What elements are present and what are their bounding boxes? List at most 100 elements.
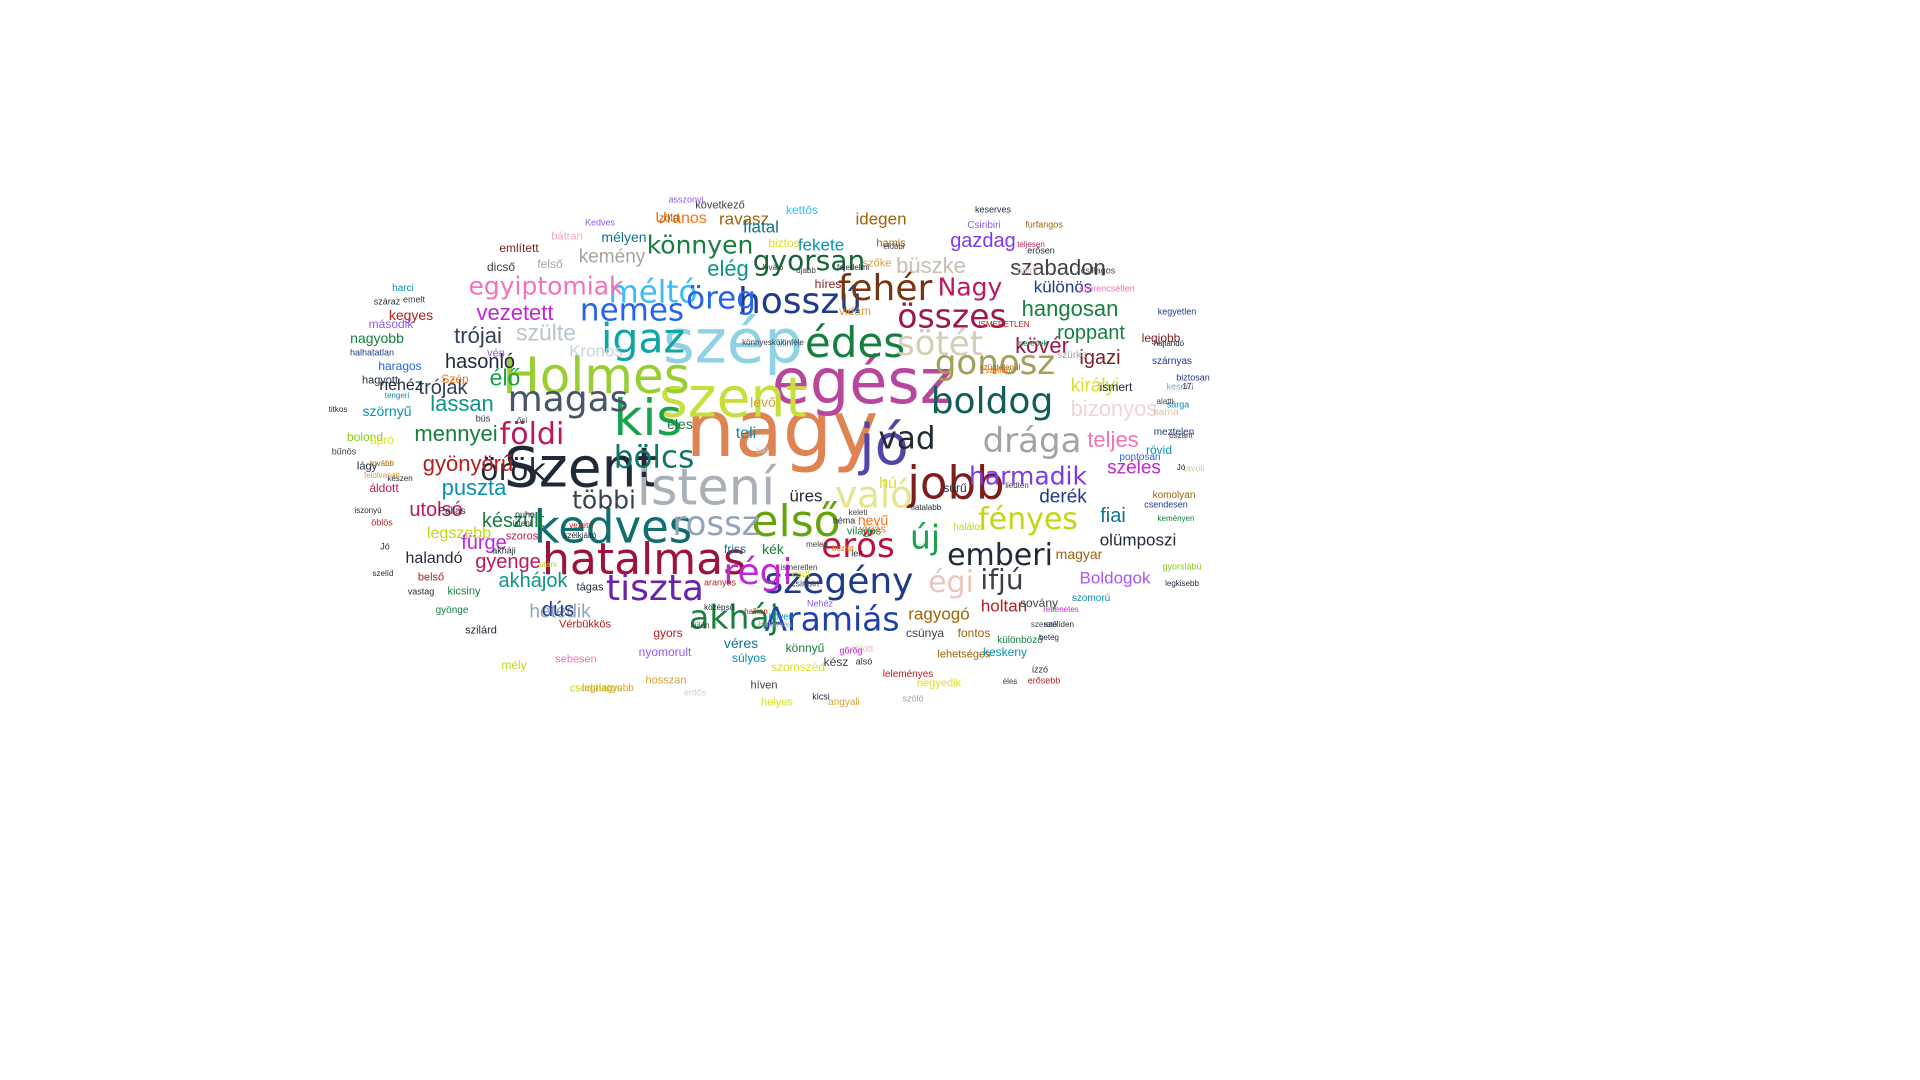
word-sulyos-114: súlyos bbox=[731, 651, 767, 665]
word-nyomorult-118: nyomorult bbox=[638, 645, 692, 659]
word-aldott-159: áldott bbox=[369, 481, 399, 495]
word-ravasz-86: ravasz bbox=[718, 209, 770, 229]
word-eros-24: erős bbox=[821, 526, 895, 566]
word-oszant-258: ószánt bbox=[1169, 431, 1193, 440]
word-kegyetlen-136: kegyetlen bbox=[1157, 306, 1197, 317]
word-csuf-209: csúf bbox=[791, 569, 811, 580]
word-bolond-105: bolond bbox=[346, 430, 384, 444]
word-melto-29: méltó bbox=[608, 274, 698, 311]
word-nevu-111: nevű bbox=[857, 512, 889, 528]
word-akhaj-33: akháj bbox=[689, 597, 779, 637]
word-szep-153: Szép bbox=[441, 372, 469, 386]
word-osi-236: ősi bbox=[516, 416, 528, 425]
word-nema-251: néma bbox=[832, 515, 856, 526]
word-lagy-158: lágy bbox=[356, 460, 378, 473]
word-nagy-0: nagy bbox=[685, 385, 879, 475]
word-feher-17: fehér bbox=[837, 268, 933, 309]
word-sebesen-170: sebesen bbox=[555, 653, 597, 666]
word-hasonlo-65: hasonló bbox=[444, 351, 516, 373]
word-liedten-261: liedten bbox=[1005, 481, 1029, 490]
word-szurke-197: szürke bbox=[1057, 350, 1087, 361]
word-elso-11: első bbox=[751, 496, 841, 547]
word-veres-115: véres bbox=[723, 635, 759, 651]
word-aranyos-202: aranyos bbox=[703, 577, 737, 588]
word-nemes-30: nemes bbox=[579, 292, 685, 329]
word-kulon-255: külön bbox=[690, 621, 710, 630]
word-osszes-28: összes bbox=[897, 296, 1007, 336]
word-halalos-195: halálos bbox=[953, 522, 985, 533]
word-kicsi-248: kicsi bbox=[812, 691, 830, 702]
word-fontos-121: fontos bbox=[957, 626, 991, 640]
word-holmes-7: Holmes bbox=[502, 347, 690, 405]
word-jo-6: jó bbox=[859, 413, 909, 478]
word-gyors-119: gyors bbox=[653, 626, 683, 640]
word-orok-37: örök bbox=[480, 453, 546, 488]
word-boldog-19: boldog bbox=[930, 381, 1054, 422]
word-teljesen-222: teljesen bbox=[1017, 240, 1045, 249]
word-mely-169: mély bbox=[501, 658, 527, 672]
word-also-199: alsó bbox=[855, 656, 873, 667]
word-asszonyi-141: asszonyi bbox=[668, 194, 704, 205]
word-apro-106: apró bbox=[369, 433, 395, 447]
word-komolyan-134: komolyan bbox=[1152, 490, 1196, 501]
word-halhatatlan-152: halhatatlan bbox=[349, 347, 395, 358]
word-meredek-225: meredek bbox=[1016, 339, 1048, 348]
word-keskeny-182: keskeny bbox=[982, 645, 1028, 659]
word-ragyogo-82: ragyogó bbox=[908, 604, 970, 624]
word-nehez-205: Nehéz bbox=[806, 598, 834, 609]
word-keseru-191: keserű bbox=[1166, 381, 1194, 392]
word-valo-18: való bbox=[835, 473, 913, 517]
word-legszebb-93: legszebb bbox=[426, 525, 492, 542]
word-gonosz-26: gonosz bbox=[934, 343, 1056, 383]
word-puszta-52: puszta bbox=[441, 475, 507, 500]
word-puha-239: puha bbox=[514, 509, 536, 520]
word-gorog-200: görög bbox=[839, 645, 863, 656]
word-tengeri-156: tengeri bbox=[384, 391, 410, 400]
word-bizonyos-53: bizonyos bbox=[1070, 396, 1158, 421]
word-17-259: 17. bbox=[1182, 382, 1194, 391]
word-tagas-163: tágas bbox=[576, 581, 604, 594]
word-haragos-102: haragos bbox=[378, 359, 422, 373]
word-ven-154: vén bbox=[487, 347, 505, 360]
word-nagy-56: Nagy bbox=[937, 272, 1003, 302]
word-kemenyen-187: keményen bbox=[1157, 514, 1195, 523]
word-szelkialto-235: szélkiáltó bbox=[563, 531, 597, 540]
word-szomszed-117: szomszéd bbox=[770, 660, 826, 674]
word-pallas-161: Pallas bbox=[438, 506, 466, 517]
word-oreg-31: öreg bbox=[686, 280, 756, 317]
word-konnyu-116: könnyű bbox=[785, 641, 825, 655]
word-isteni-237: ísteni bbox=[512, 519, 532, 528]
word-kiralyi-74: királyi bbox=[1070, 375, 1120, 397]
word-szornyu-104: szörnyű bbox=[362, 403, 412, 419]
word-helyes-177: helyes bbox=[761, 696, 793, 709]
word-aramias-32: Aramiás bbox=[764, 599, 900, 639]
word-keszen-227: készen bbox=[387, 474, 413, 483]
word-gyorslabu-185: gyorslábú bbox=[1162, 561, 1202, 572]
word-igaz-14: igaz bbox=[600, 314, 686, 363]
word-titkos-155: titkos bbox=[328, 405, 348, 414]
word-foldi-36: földi bbox=[499, 417, 565, 452]
word-edes-13: édes bbox=[804, 318, 906, 367]
word-szomoru-184: szomorú bbox=[1071, 593, 1111, 604]
word-kemeny-84: kemény bbox=[578, 246, 646, 268]
word-alatti-257: alatti bbox=[1156, 397, 1174, 406]
word-teli-108: teli bbox=[735, 425, 757, 442]
word-szent-3: szent bbox=[659, 365, 807, 430]
word-uranos-91: Uranos bbox=[655, 210, 707, 227]
word-kovetkezo-140: következő bbox=[695, 199, 745, 212]
word-mennyei-50: mennyei bbox=[414, 421, 498, 446]
word-derek-78: derék bbox=[1039, 486, 1087, 508]
word-rovid-131: rövid bbox=[1145, 443, 1173, 457]
word-kover-55: kövér bbox=[1015, 333, 1069, 358]
word-kis-8: kis bbox=[613, 389, 683, 447]
word-isteni-5: istení bbox=[636, 458, 776, 518]
word-barna-135: barna bbox=[1153, 407, 1179, 418]
word-kedves-9: kedves bbox=[533, 500, 693, 554]
word-batran-129: bátran bbox=[551, 230, 583, 243]
word-emelt-151: emelt bbox=[402, 294, 426, 305]
word-dicso-100: dicső bbox=[486, 260, 516, 274]
word-jobb-10: jobb bbox=[907, 456, 1005, 510]
word-felolvasott-229: felolvasott bbox=[363, 471, 401, 480]
word-fekete-88: fekete bbox=[797, 235, 845, 255]
word-fiai-77: fiai bbox=[1100, 505, 1126, 527]
